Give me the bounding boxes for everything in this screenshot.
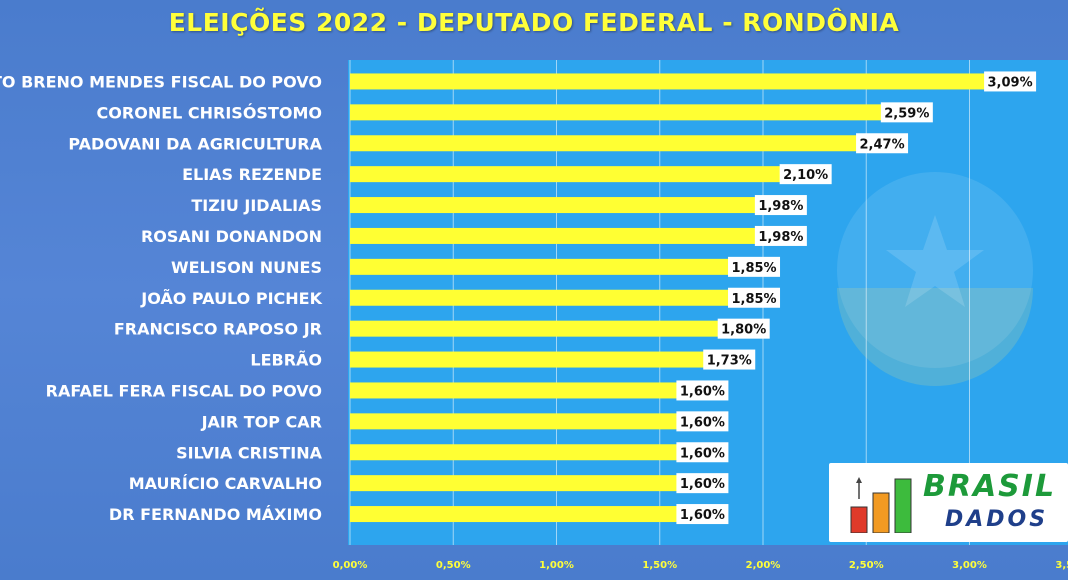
bar (350, 197, 759, 214)
x-tick-labels: 0,00% 0,50% 1,00% 1,50% 2,00% 2,50% 3,00% 3,50% (333, 560, 1068, 571)
x-tick-label: 3,00% (952, 560, 987, 571)
x-tick-label: 1,00% (539, 560, 574, 571)
value-label-box (676, 380, 729, 401)
bar (350, 135, 861, 152)
value-label: 2,47% (860, 137, 905, 152)
rondonia-flag-watermark (837, 172, 1033, 386)
value-label: 1,98% (758, 199, 803, 214)
category-label: PADOVANI DA AGRICULTURA (68, 134, 322, 153)
value-label-box (880, 102, 933, 123)
category-label: RAFAEL FERA FISCAL DO POVO (46, 381, 322, 400)
logo-bars-icon (850, 477, 912, 533)
value-label-box (984, 71, 1037, 92)
value-label: 1,98% (758, 230, 803, 245)
value-label: 1,60% (680, 446, 725, 461)
category-label: TIZIU JIDALIAS (191, 196, 322, 215)
value-label: 2,59% (884, 106, 929, 121)
bar-group (350, 73, 989, 523)
x-tick-label: 3,50% (1055, 560, 1068, 571)
brasil-dados-logo: BRASIL DADOS (829, 463, 1068, 542)
value-label: 1,60% (680, 415, 725, 430)
bar (350, 289, 733, 306)
category-label: LEBRÃO (250, 351, 322, 370)
bar (350, 351, 708, 368)
category-label: JAIR TOP CAR (201, 412, 322, 431)
category-label: WELISON NUNES (171, 258, 322, 277)
value-label: 1,60% (680, 384, 725, 399)
bar (350, 104, 885, 121)
bar (350, 166, 784, 183)
value-label: 1,85% (731, 261, 776, 276)
category-label: MAURÍCIO CARVALHO (129, 474, 322, 493)
bar (350, 475, 681, 492)
value-label: 1,85% (731, 292, 776, 307)
x-tick-label: 2,00% (746, 560, 781, 571)
bar (350, 413, 681, 430)
category-label: SARGENTO BRENO MENDES FISCAL DO POVO (0, 72, 322, 91)
category-label: JOÃO PAULO PICHEK (140, 289, 322, 308)
value-label: 1,80% (721, 323, 766, 338)
x-tick-label: 2,50% (849, 560, 884, 571)
chart-title: ELEIÇÕES 2022 - DEPUTADO FEDERAL - RONDÔ… (168, 8, 900, 37)
value-label-box (717, 318, 770, 339)
category-label: ELIAS REZENDE (182, 165, 322, 184)
value-label: 1,60% (680, 508, 725, 523)
value-label-box (676, 411, 729, 432)
value-label: 1,73% (707, 354, 752, 369)
bar (350, 506, 681, 523)
category-label: SILVIA CRISTINA (176, 443, 323, 462)
value-label: 2,10% (783, 168, 828, 183)
value-label: 3,09% (988, 75, 1033, 90)
category-label: DR FERNANDO MÁXIMO (109, 505, 322, 524)
value-label-box (676, 473, 729, 494)
value-label-box (703, 349, 756, 370)
bar (350, 382, 681, 399)
bar (350, 444, 681, 461)
value-label-box (754, 225, 807, 246)
value-label-box (754, 195, 807, 216)
category-label: CORONEL CHRISÓSTOMO (97, 103, 322, 122)
logo-text-brasil: BRASIL (923, 469, 1057, 504)
x-tick-label: 0,50% (436, 560, 471, 571)
category-label: ROSANI DONANDON (141, 227, 322, 246)
bar (350, 227, 759, 244)
category-label: FRANCISCO RAPOSO JR (114, 320, 322, 339)
value-label-box (856, 133, 909, 154)
x-tick-label: 0,00% (333, 560, 368, 571)
value-label-box (676, 442, 729, 463)
value-labels: 3,09% 2,59% 2,47% 2,10% 1,98% 1,98% 1,85% 1,85%… (676, 71, 1037, 525)
value-label-box (779, 164, 832, 185)
value-label-box (728, 287, 781, 308)
bar (350, 258, 733, 275)
category-labels: SARGENTO BRENO MENDES FISCAL DO POVO CORO… (0, 72, 323, 524)
value-label: 1,60% (680, 477, 725, 492)
value-label-box (676, 504, 729, 525)
logo-text-dados: DADOS (945, 507, 1049, 532)
bar (350, 320, 722, 337)
bar (350, 73, 989, 90)
x-tick-label: 1,50% (642, 560, 677, 571)
value-label-box (728, 256, 781, 277)
